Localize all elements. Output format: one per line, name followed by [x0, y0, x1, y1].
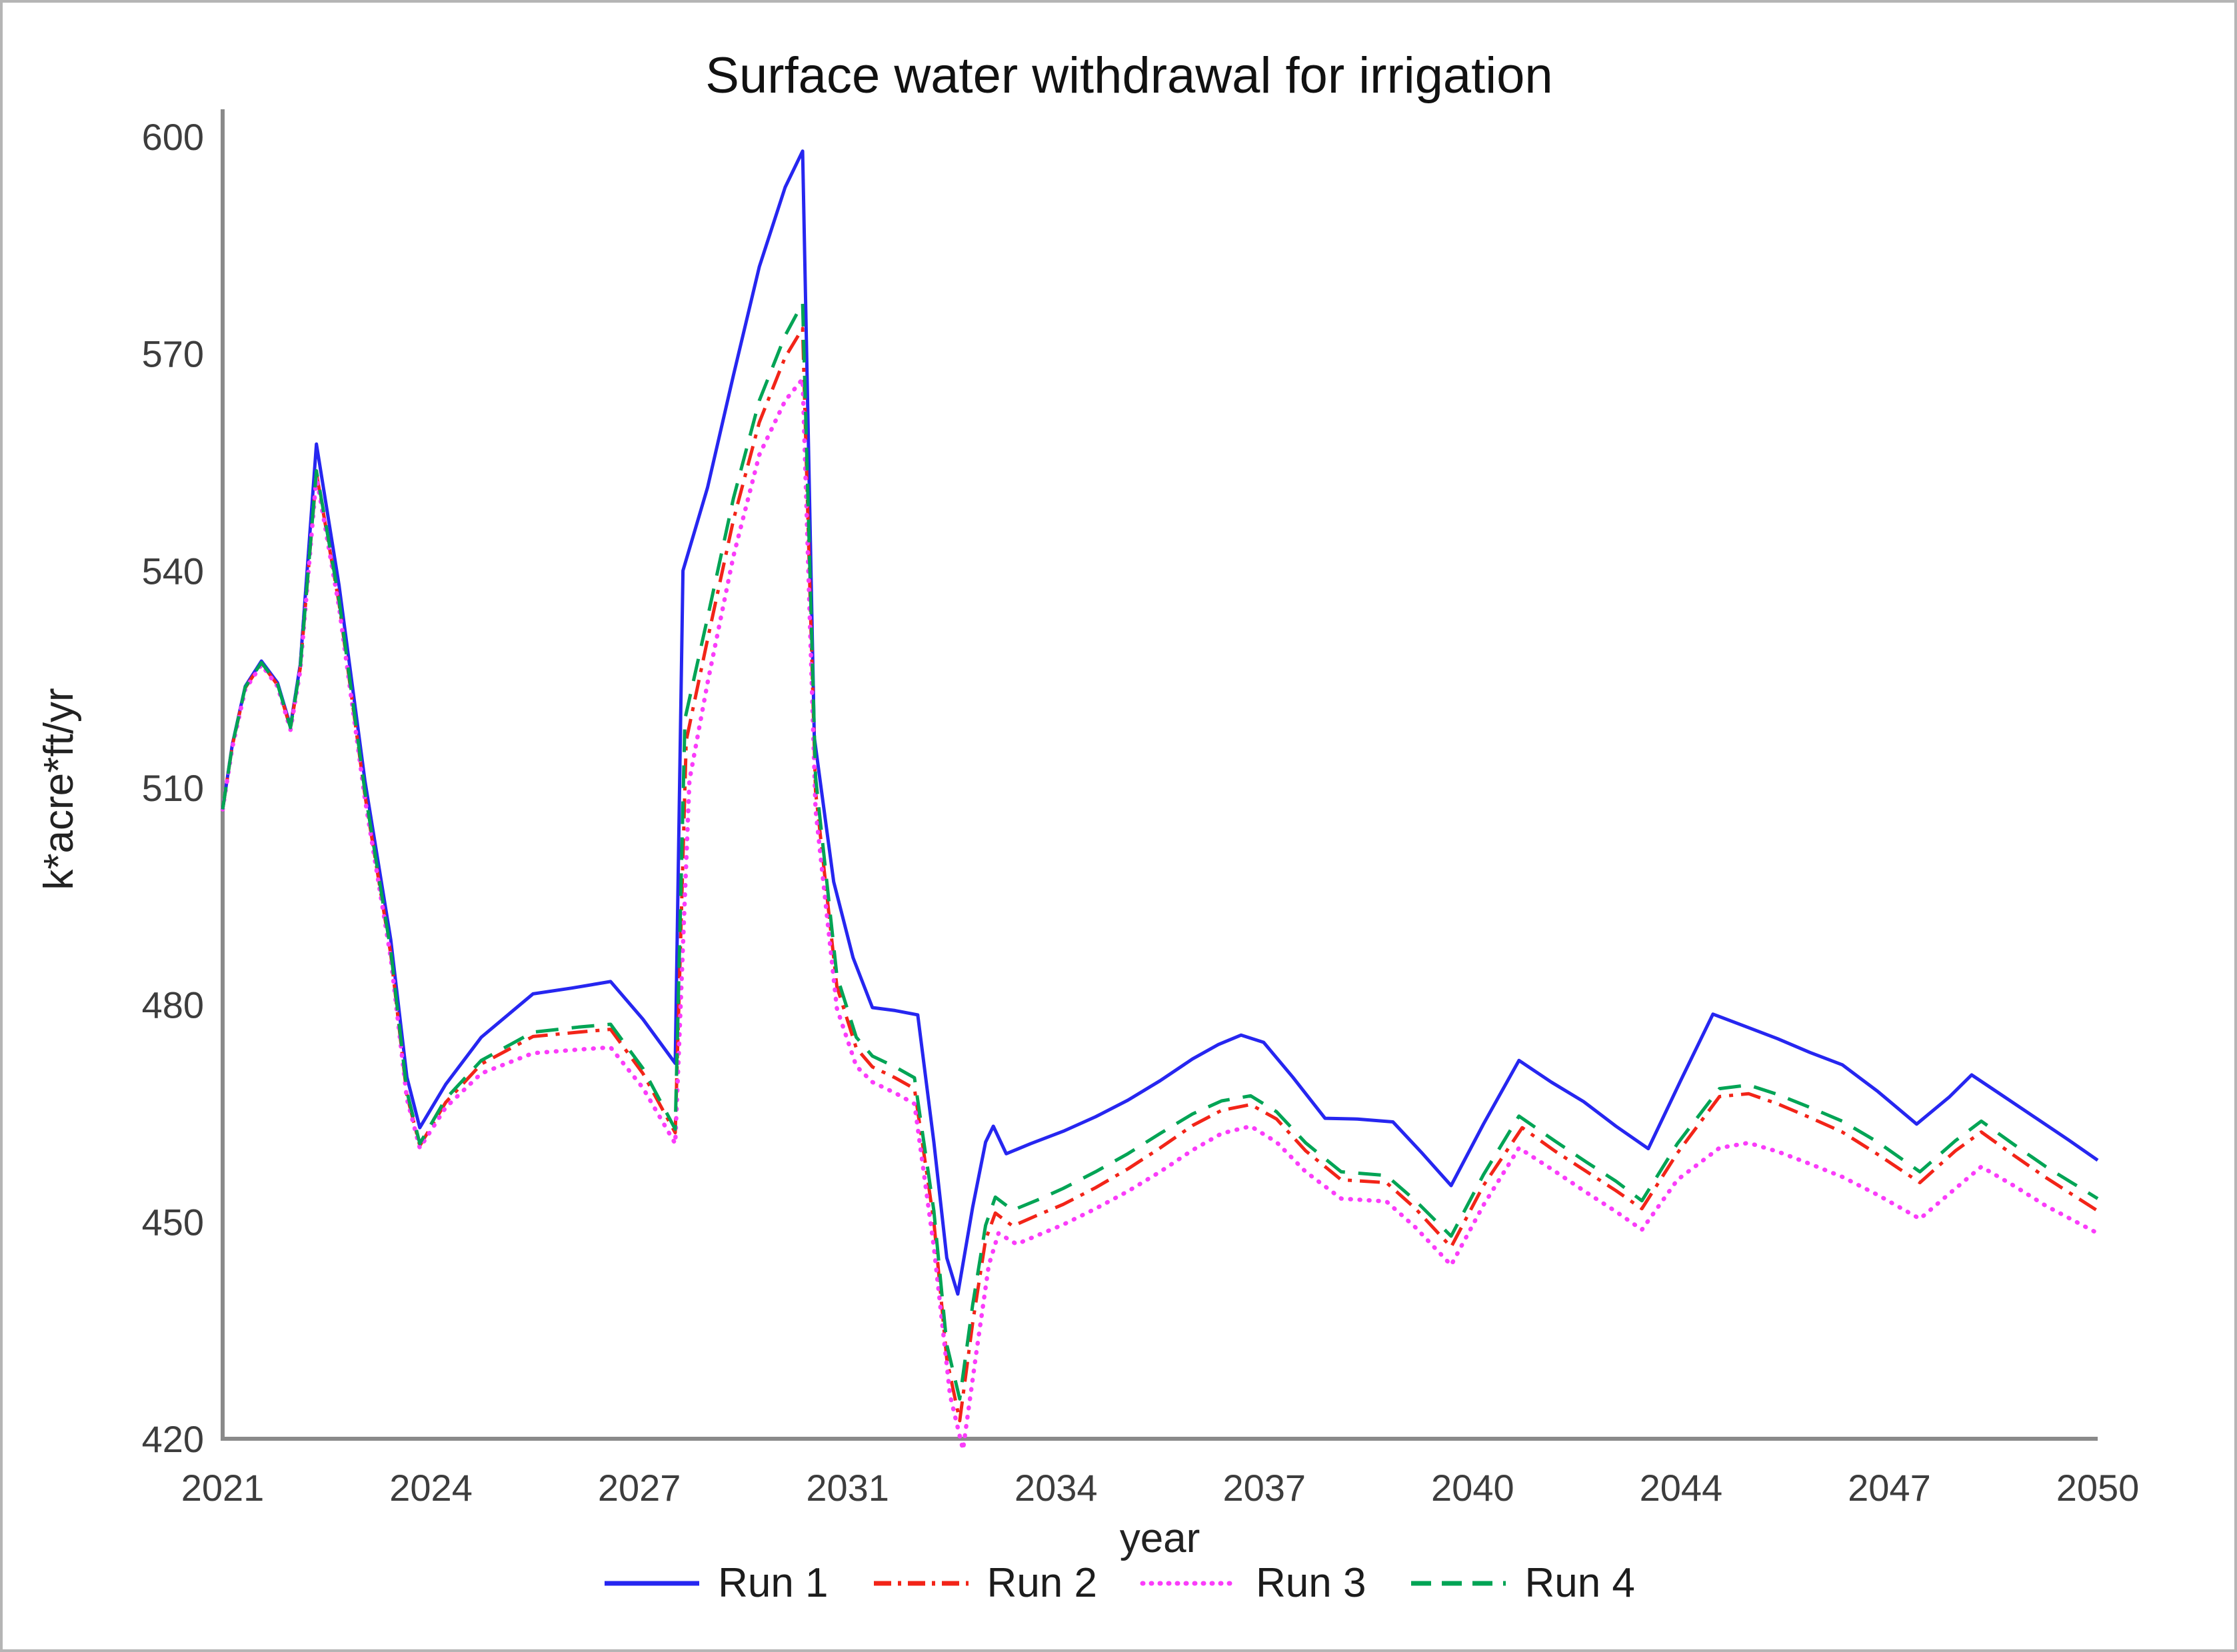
x-tick-label: 2050	[2056, 1467, 2140, 1509]
legend-swatch-run-2	[873, 1581, 969, 1585]
x-tick-label: 2034	[1015, 1467, 1098, 1509]
x-tick-label: 2024	[389, 1467, 473, 1509]
legend-item-run-3: Run 3	[1140, 1559, 1366, 1607]
x-tick-label: 2040	[1431, 1467, 1514, 1509]
line-chart: Surface water withdrawal for irrigation …	[36, 47, 2140, 1561]
legend-swatch-run-3	[1140, 1581, 1240, 1585]
y-axis-ticks: 420 450 480 510 540 570 600	[142, 116, 204, 1460]
x-tick-label: 2047	[1848, 1467, 1931, 1509]
x-tick-label: 2031	[806, 1467, 889, 1509]
x-tick-label: 2027	[598, 1467, 681, 1509]
legend-item-run-2: Run 2	[871, 1559, 1097, 1607]
y-tick-label: 450	[142, 1201, 204, 1243]
y-tick-label: 480	[142, 984, 204, 1026]
y-tick-label: 510	[142, 767, 204, 809]
y-tick-label: 540	[142, 550, 204, 592]
page-title: Surface water withdrawal for irrigation	[705, 47, 1552, 104]
x-axis-label: year	[1120, 1515, 1200, 1561]
x-tick-label: 2021	[181, 1467, 265, 1509]
legend-item-run-4: Run 4	[1408, 1559, 1635, 1607]
series-line-run-4	[221, 301, 2099, 1401]
legend-label-run-3: Run 3	[1256, 1560, 1366, 1606]
axes	[221, 109, 2098, 1441]
legend-label-run-1: Run 1	[718, 1560, 829, 1606]
y-tick-label: 570	[142, 333, 204, 375]
x-tick-label: 2044	[1640, 1467, 1723, 1509]
legend-item-run-1: Run 1	[602, 1559, 829, 1607]
y-axis-label: k*acre*ft/yr	[36, 688, 82, 890]
legend-swatch-run-4	[1411, 1581, 1506, 1585]
legend-label-run-2: Run 2	[987, 1560, 1097, 1606]
x-tick-label: 2037	[1222, 1467, 1306, 1509]
legend: Run 1 Run 2 Run 3 Run 4	[3, 1559, 2234, 1607]
series-line-run-3	[220, 377, 2100, 1452]
x-axis-ticks: 2021 2024 2027 2031 2034 2037 2040 2044 2047 2050	[181, 1467, 2140, 1509]
series-lines	[220, 149, 2100, 1452]
y-tick-label: 420	[142, 1418, 204, 1460]
legend-swatch-run-1	[605, 1581, 700, 1585]
y-tick-label: 600	[142, 116, 204, 158]
legend-label-run-4: Run 4	[1524, 1560, 1635, 1606]
series-line-run-1	[221, 149, 2099, 1296]
series-line-run-2	[221, 327, 2099, 1423]
